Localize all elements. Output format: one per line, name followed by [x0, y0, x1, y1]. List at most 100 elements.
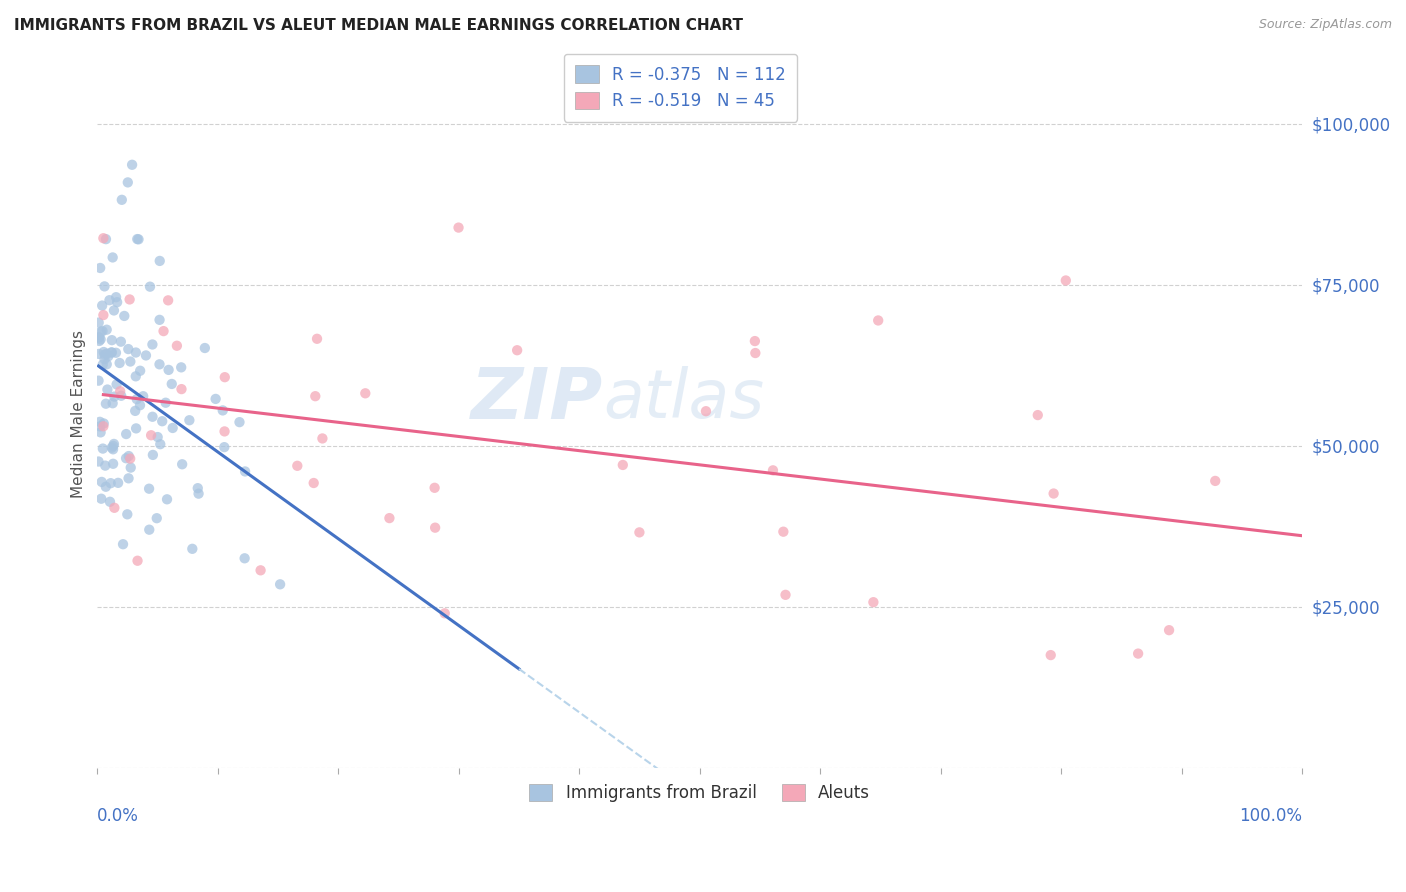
- Point: [233, 465, 256, 479]
- Point: [100, 345, 122, 359]
- Point: [117, 508, 139, 522]
- Point: [96, 383, 118, 397]
- Point: [90, 475, 112, 489]
- Point: [98, 293, 121, 308]
- Point: [214, 370, 236, 384]
- Point: [100, 476, 122, 491]
- Point: [150, 414, 173, 428]
- Point: [110, 389, 132, 403]
- Point: [1126, 647, 1149, 661]
- Point: [87, 347, 110, 361]
- Point: [96, 347, 118, 361]
- Point: [138, 523, 160, 537]
- Point: [120, 460, 142, 475]
- Text: ZIP: ZIP: [471, 365, 603, 434]
- Point: [1204, 474, 1226, 488]
- Point: [125, 345, 148, 359]
- Point: [121, 158, 143, 172]
- Point: [103, 390, 125, 404]
- Text: IMMIGRANTS FROM BRAZIL VS ALEUT MEDIAN MALE EARNINGS CORRELATION CHART: IMMIGRANTS FROM BRAZIL VS ALEUT MEDIAN M…: [14, 18, 742, 33]
- Point: [101, 251, 124, 265]
- Point: [98, 495, 121, 509]
- Point: [156, 492, 179, 507]
- Point: [118, 449, 141, 463]
- Point: [105, 377, 128, 392]
- Point: [146, 430, 169, 444]
- Point: [187, 481, 209, 495]
- Point: [89, 419, 111, 434]
- Point: [93, 308, 115, 322]
- Point: [93, 419, 115, 434]
- Point: [142, 448, 165, 462]
- Point: [89, 260, 111, 275]
- Point: [87, 374, 110, 388]
- Point: [90, 425, 112, 440]
- Legend: Immigrants from Brazil, Aleuts: Immigrants from Brazil, Aleuts: [523, 778, 877, 809]
- Point: [94, 348, 117, 362]
- Point: [96, 357, 118, 371]
- Point: [87, 330, 110, 344]
- Point: [87, 316, 110, 330]
- Text: 100.0%: 100.0%: [1239, 806, 1302, 824]
- Point: [101, 345, 124, 359]
- Point: [103, 500, 125, 515]
- Point: [91, 299, 114, 313]
- Point: [112, 309, 135, 323]
- Point: [93, 279, 115, 293]
- Text: Source: ZipAtlas.com: Source: ZipAtlas.com: [1258, 18, 1392, 31]
- Point: [302, 475, 325, 490]
- Point: [87, 454, 110, 468]
- Point: [152, 324, 174, 338]
- Point: [628, 525, 651, 540]
- Point: [117, 175, 139, 189]
- Point: [744, 334, 766, 348]
- Point: [166, 339, 188, 353]
- Point: [269, 577, 291, 591]
- Point: [170, 360, 193, 375]
- Point: [194, 341, 217, 355]
- Point: [117, 342, 139, 356]
- Point: [94, 397, 117, 411]
- Point: [124, 404, 146, 418]
- Point: [125, 392, 148, 406]
- Point: [103, 439, 125, 453]
- Point: [149, 437, 172, 451]
- Point: [89, 334, 111, 348]
- Point: [129, 364, 152, 378]
- Point: [127, 554, 149, 568]
- Point: [506, 343, 529, 358]
- Point: [695, 404, 717, 418]
- Point: [1039, 648, 1062, 662]
- Point: [139, 428, 162, 442]
- Point: [170, 382, 193, 396]
- Point: [93, 231, 115, 245]
- Point: [214, 425, 236, 439]
- Point: [214, 440, 236, 454]
- Point: [135, 348, 157, 362]
- Point: [162, 421, 184, 435]
- Point: [93, 345, 115, 359]
- Point: [91, 324, 114, 338]
- Point: [107, 475, 129, 490]
- Point: [160, 376, 183, 391]
- Point: [228, 415, 250, 429]
- Point: [139, 279, 162, 293]
- Point: [249, 563, 271, 577]
- Point: [157, 293, 180, 308]
- Point: [132, 389, 155, 403]
- Point: [423, 481, 446, 495]
- Y-axis label: Median Male Earnings: Median Male Earnings: [72, 330, 86, 498]
- Point: [423, 521, 446, 535]
- Point: [91, 442, 114, 456]
- Point: [304, 389, 326, 403]
- Point: [105, 295, 128, 310]
- Point: [157, 363, 180, 377]
- Point: [120, 354, 142, 368]
- Point: [285, 458, 308, 473]
- Point: [120, 451, 142, 466]
- Point: [744, 346, 766, 360]
- Point: [93, 417, 115, 431]
- Point: [90, 491, 112, 506]
- Point: [1054, 273, 1077, 287]
- Point: [233, 551, 256, 566]
